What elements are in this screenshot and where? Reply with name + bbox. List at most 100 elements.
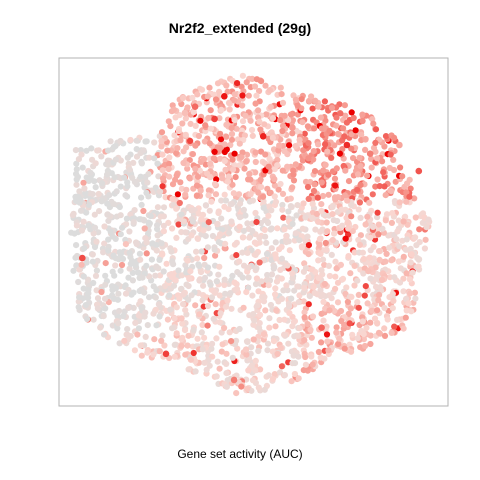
cell-point — [155, 301, 162, 308]
cell-point — [166, 173, 173, 180]
cell-point — [396, 279, 404, 286]
data-point — [104, 211, 111, 218]
cell-point — [314, 194, 321, 201]
cell-point — [228, 125, 235, 132]
cell-point — [304, 123, 311, 130]
cell-point — [247, 191, 254, 198]
cell-point — [181, 109, 188, 116]
cell-point — [305, 301, 312, 308]
cell-point — [93, 267, 100, 274]
cell-point — [357, 182, 364, 189]
cell-point — [326, 127, 333, 134]
cell-point — [305, 195, 312, 202]
cell-point — [310, 283, 317, 290]
cell-point — [161, 283, 168, 290]
cell-point — [271, 371, 278, 378]
cell-point — [228, 218, 235, 225]
cell-point — [335, 340, 342, 348]
cell-point — [180, 94, 187, 102]
cell-point — [129, 174, 136, 181]
cell-point — [110, 201, 118, 208]
cell-point — [159, 175, 167, 182]
cell-point — [288, 378, 295, 385]
cell-point — [212, 289, 219, 296]
cell-point — [273, 307, 280, 314]
cell-point — [260, 193, 267, 200]
cell-point — [349, 331, 356, 338]
cell-point — [350, 114, 357, 122]
cell-point — [215, 209, 222, 217]
cell-point — [138, 194, 145, 201]
cell-point — [351, 249, 358, 256]
cell-point — [302, 361, 309, 368]
cell-point — [166, 160, 173, 167]
cell-point — [300, 289, 307, 296]
cell-point — [390, 297, 397, 304]
cell-point — [340, 125, 347, 132]
cell-point — [389, 210, 396, 217]
cell-point — [69, 212, 76, 219]
cell-point — [94, 147, 101, 154]
cell-point — [308, 266, 315, 273]
cell-point — [403, 189, 410, 196]
cell-point — [329, 236, 336, 244]
cell-point — [257, 366, 264, 373]
cell-point — [287, 203, 294, 210]
cell-point — [256, 87, 263, 95]
cell-point — [281, 226, 288, 233]
cell-point — [268, 271, 276, 278]
cell-point — [382, 217, 389, 224]
cell-point — [73, 222, 80, 229]
cell-point — [196, 277, 203, 284]
cell-point — [233, 252, 240, 259]
cell-point — [74, 173, 81, 180]
cell-point — [215, 271, 222, 278]
cell-point — [315, 141, 322, 148]
cell-point — [192, 142, 199, 149]
cell-point — [334, 279, 342, 286]
cell-point — [310, 187, 318, 195]
cell-point — [189, 151, 196, 158]
cell-point — [227, 141, 234, 149]
cell-point — [324, 338, 331, 345]
cell-point — [190, 326, 197, 333]
cell-point — [111, 174, 118, 181]
cell-point — [215, 239, 222, 246]
cell-point — [174, 145, 181, 152]
cell-point — [294, 102, 301, 109]
cell-point — [259, 294, 266, 301]
cell-point — [402, 213, 409, 220]
cell-point — [218, 106, 225, 113]
cell-point — [151, 336, 158, 343]
cell-point — [344, 197, 351, 204]
cell-point — [269, 375, 276, 383]
cell-point — [400, 288, 407, 295]
cell-point — [118, 261, 126, 269]
cell-point — [184, 104, 191, 111]
cell-point — [379, 225, 386, 232]
cell-point — [252, 149, 259, 156]
cell-point — [382, 133, 390, 140]
cell-point — [260, 331, 268, 338]
cell-point — [144, 179, 151, 186]
cell-point — [85, 276, 92, 283]
cell-point — [98, 288, 105, 296]
cell-point — [223, 133, 230, 140]
cell-point — [268, 245, 275, 252]
cell-point — [194, 255, 201, 262]
cell-point — [351, 262, 358, 269]
cell-point — [176, 295, 183, 302]
cell-point — [149, 240, 156, 247]
cell-point — [369, 191, 376, 198]
cell-point — [216, 263, 223, 270]
cell-point — [318, 339, 325, 346]
cell-point — [247, 176, 254, 183]
cell-point — [300, 298, 307, 305]
cell-point — [332, 182, 339, 189]
cell-point — [295, 353, 302, 360]
cell-point — [143, 250, 150, 257]
cell-point — [403, 270, 410, 277]
cell-point — [248, 126, 256, 134]
cell-point — [348, 348, 355, 355]
cell-point — [286, 247, 293, 254]
